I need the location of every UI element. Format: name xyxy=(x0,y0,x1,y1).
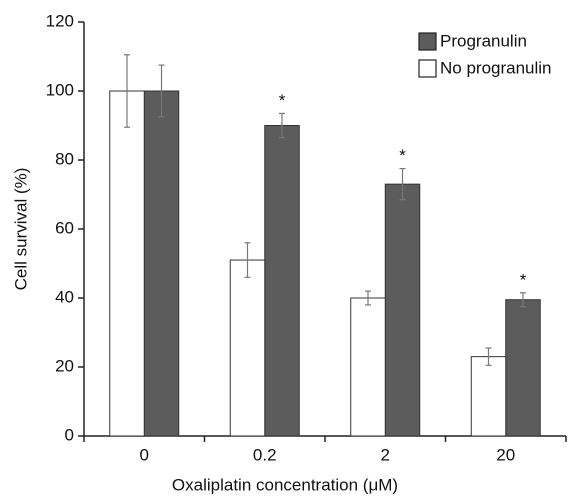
x-tick-label: 2 xyxy=(381,445,390,464)
x-tick-label: 20 xyxy=(496,445,515,464)
bar xyxy=(109,90,145,437)
bar xyxy=(505,299,541,437)
x-axis-label: Oxaliplatin concentration (μM) xyxy=(172,475,398,494)
y-tick-label: 120 xyxy=(46,11,74,30)
significance-marker: * xyxy=(279,91,286,110)
x-tick-label: 0.2 xyxy=(253,445,277,464)
legend-swatch xyxy=(418,59,437,78)
legend-label: Progranulin xyxy=(440,31,527,50)
y-tick-label: 100 xyxy=(46,80,74,99)
y-tick-label: 20 xyxy=(55,356,74,375)
significance-marker: * xyxy=(520,270,527,289)
bar xyxy=(384,183,421,437)
significance-marker: * xyxy=(399,146,406,165)
x-tick-label: 0 xyxy=(140,445,149,464)
bar xyxy=(350,297,386,437)
y-axis-label: Cell survival (%) xyxy=(11,168,30,291)
bar xyxy=(229,259,266,437)
bar xyxy=(470,356,507,437)
y-tick-label: 80 xyxy=(55,149,74,168)
y-tick-label: 0 xyxy=(65,425,74,444)
bar xyxy=(264,125,300,437)
legend-label: No progranulin xyxy=(440,58,552,77)
bar xyxy=(143,90,180,437)
legend-swatch xyxy=(418,32,437,51)
y-tick-label: 60 xyxy=(55,218,74,237)
y-tick-label: 40 xyxy=(55,287,74,306)
